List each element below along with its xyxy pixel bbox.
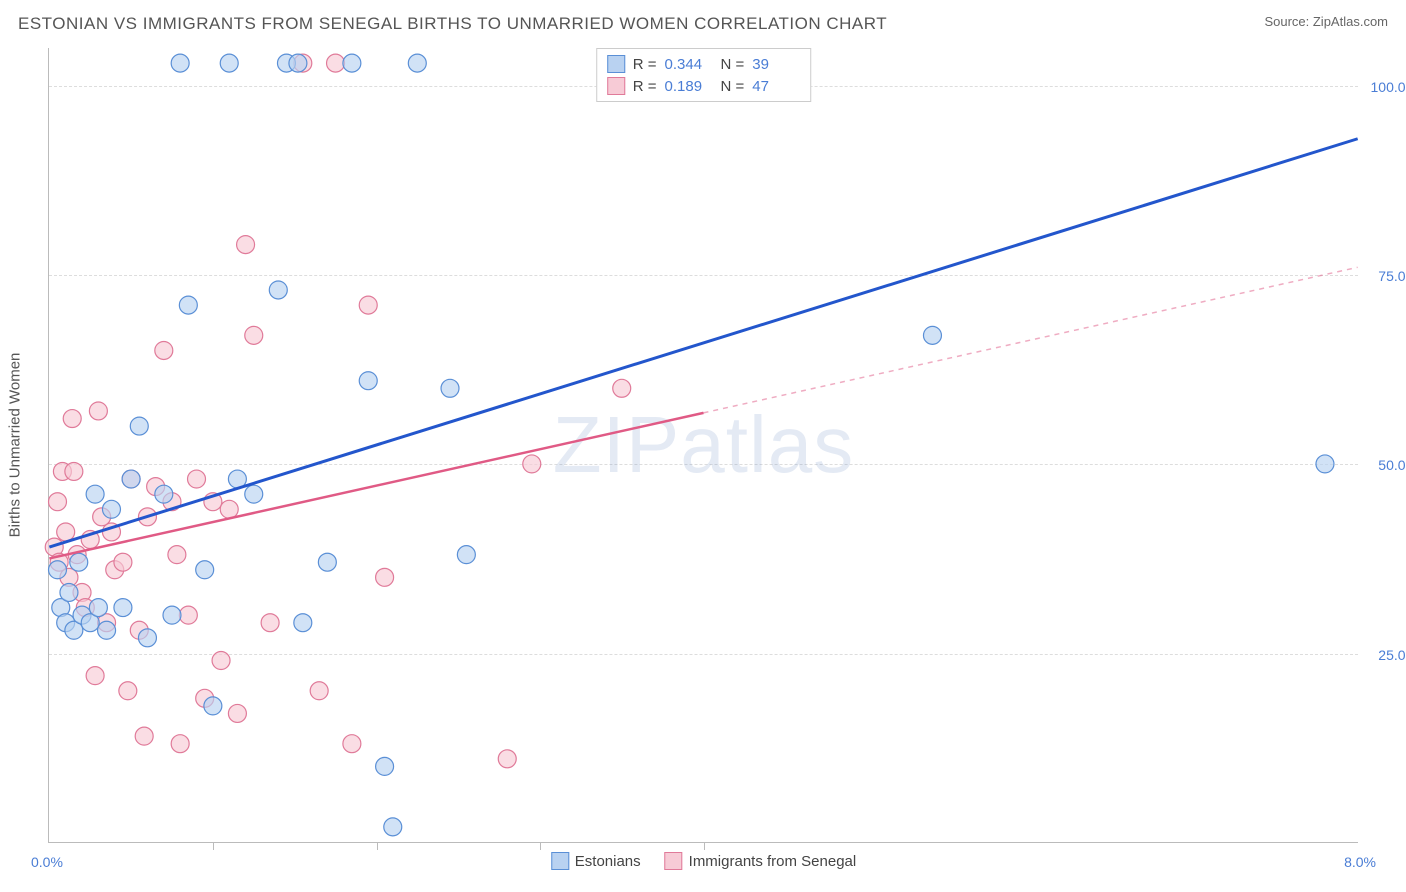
data-point	[441, 379, 459, 397]
x-tick	[377, 842, 378, 850]
n-value-0: 39	[752, 56, 800, 73]
data-point	[171, 54, 189, 72]
data-point	[204, 697, 222, 715]
data-point	[498, 750, 516, 768]
source-attribution: Source: ZipAtlas.com	[1264, 14, 1388, 29]
data-point	[237, 236, 255, 254]
n-value-1: 47	[752, 78, 800, 95]
data-point	[343, 735, 361, 753]
x-axis-min-label: 0.0%	[31, 854, 63, 870]
data-point	[57, 523, 75, 541]
data-point	[188, 470, 206, 488]
data-point	[65, 462, 83, 480]
data-point	[261, 614, 279, 632]
legend-row-1: R = 0.189 N = 47	[607, 75, 801, 97]
data-point	[138, 629, 156, 647]
data-point	[245, 485, 263, 503]
data-point	[384, 818, 402, 836]
legend-swatch-0	[551, 852, 569, 870]
legend-swatch-1	[665, 852, 683, 870]
legend-label-0: Estonians	[575, 853, 641, 870]
data-point	[228, 704, 246, 722]
data-point	[376, 568, 394, 586]
data-point	[155, 341, 173, 359]
y-axis-label: 50.0%	[1378, 457, 1406, 473]
data-point	[327, 54, 345, 72]
series-swatch-0	[607, 55, 625, 73]
data-point	[1316, 455, 1334, 473]
data-point	[245, 326, 263, 344]
legend-row-0: R = 0.344 N = 39	[607, 53, 801, 75]
scatter-plot-svg	[49, 48, 1358, 842]
y-axis-label: 100.0%	[1371, 79, 1406, 95]
regression-line	[49, 139, 1357, 547]
r-label: R =	[633, 78, 657, 95]
data-point	[408, 54, 426, 72]
data-point	[359, 372, 377, 390]
series-legend: Estonians Immigrants from Senegal	[551, 852, 856, 870]
data-point	[163, 606, 181, 624]
correlation-legend: R = 0.344 N = 39 R = 0.189 N = 47	[596, 48, 812, 102]
y-axis-label: 75.0%	[1378, 268, 1406, 284]
chart-plot-area: Births to Unmarried Women 25.0%50.0%75.0…	[48, 48, 1358, 843]
data-point	[220, 54, 238, 72]
data-point	[155, 485, 173, 503]
y-axis-label: 25.0%	[1378, 647, 1406, 663]
data-point	[89, 402, 107, 420]
data-point	[269, 281, 287, 299]
legend-label-1: Immigrants from Senegal	[689, 853, 857, 870]
x-tick	[213, 842, 214, 850]
x-axis-max-label: 8.0%	[1344, 854, 1376, 870]
r-value-0: 0.344	[665, 56, 713, 73]
data-point	[86, 667, 104, 685]
data-point	[168, 546, 186, 564]
data-point	[49, 561, 67, 579]
data-point	[179, 296, 197, 314]
data-point	[289, 54, 307, 72]
data-point	[86, 485, 104, 503]
data-point	[220, 500, 238, 518]
data-point	[89, 599, 107, 617]
x-tick	[540, 842, 541, 850]
y-axis-title: Births to Unmarried Women	[7, 353, 24, 538]
legend-item-1: Immigrants from Senegal	[665, 852, 857, 870]
data-point	[310, 682, 328, 700]
r-value-1: 0.189	[665, 78, 713, 95]
regression-line-extrapolated	[704, 267, 1358, 413]
legend-item-0: Estonians	[551, 852, 641, 870]
data-point	[294, 614, 312, 632]
chart-title: ESTONIAN VS IMMIGRANTS FROM SENEGAL BIRT…	[18, 14, 887, 34]
data-point	[343, 54, 361, 72]
r-label: R =	[633, 56, 657, 73]
data-point	[318, 553, 336, 571]
data-point	[135, 727, 153, 745]
data-point	[212, 652, 230, 670]
data-point	[376, 757, 394, 775]
data-point	[49, 493, 67, 511]
data-point	[171, 735, 189, 753]
data-point	[923, 326, 941, 344]
data-point	[122, 470, 140, 488]
x-tick	[704, 842, 705, 850]
data-point	[70, 553, 88, 571]
data-point	[196, 561, 214, 579]
data-point	[114, 599, 132, 617]
series-swatch-1	[607, 77, 625, 95]
data-point	[60, 583, 78, 601]
data-point	[613, 379, 631, 397]
data-point	[114, 553, 132, 571]
n-label: N =	[721, 78, 745, 95]
data-point	[523, 455, 541, 473]
data-point	[457, 546, 475, 564]
data-point	[359, 296, 377, 314]
data-point	[179, 606, 197, 624]
data-point	[130, 417, 148, 435]
data-point	[63, 410, 81, 428]
data-point	[98, 621, 116, 639]
data-point	[119, 682, 137, 700]
n-label: N =	[721, 56, 745, 73]
data-point	[102, 500, 120, 518]
